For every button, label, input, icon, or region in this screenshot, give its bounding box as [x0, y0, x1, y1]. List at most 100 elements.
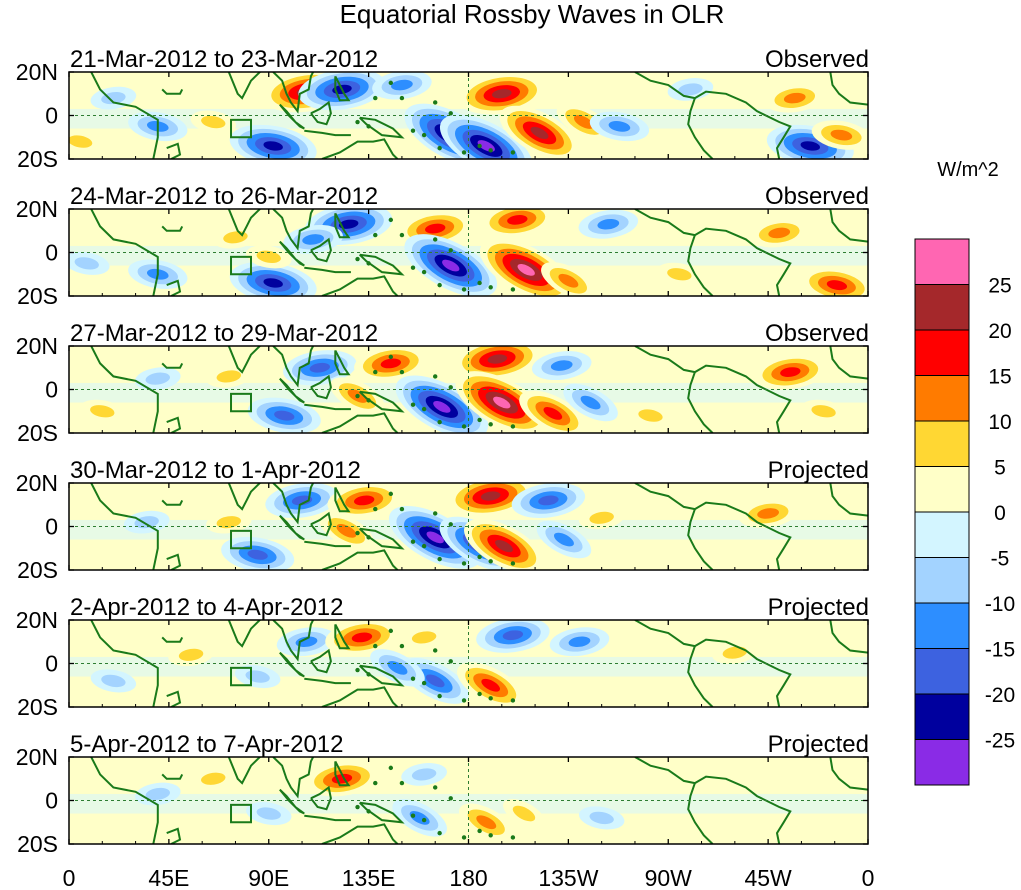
island	[461, 424, 467, 429]
colorbar-level-label: 5	[994, 457, 1006, 480]
island	[477, 417, 482, 423]
anomaly-contour	[638, 409, 663, 422]
anomaly-field	[69, 346, 868, 433]
anomaly-contour	[391, 79, 413, 91]
anomaly-contour	[678, 83, 703, 96]
coastline	[90, 72, 159, 159]
coastline	[90, 620, 159, 707]
anomaly-contour	[780, 367, 801, 377]
coastline	[694, 364, 792, 433]
anomaly-contour	[481, 678, 501, 692]
coastline	[321, 823, 399, 844]
coastline	[634, 209, 696, 237]
y-tick-label: 0	[45, 240, 58, 266]
anomaly-blob	[541, 262, 596, 296]
island	[477, 828, 482, 834]
island	[410, 128, 416, 133]
anomaly-contour	[538, 495, 559, 506]
anomaly-contour	[201, 772, 226, 785]
coastline	[166, 416, 182, 433]
coastline	[334, 623, 351, 650]
island	[488, 285, 493, 290]
coastline	[634, 757, 696, 785]
coastline	[310, 648, 332, 674]
colorbar-swatch	[914, 602, 970, 649]
anomaly-blob	[283, 350, 357, 386]
anomaly-contour	[74, 257, 99, 270]
coastline	[359, 253, 405, 276]
coastline	[161, 225, 184, 232]
anomaly-blob	[453, 346, 542, 380]
anomaly-field	[69, 209, 868, 296]
coastline	[304, 403, 351, 411]
coastline	[829, 620, 868, 654]
anomaly-contour	[309, 362, 330, 373]
panel-period-label: 30-Mar-2012 to 1-Apr-2012	[70, 457, 361, 484]
island	[399, 232, 405, 238]
anomaly-contour	[495, 540, 513, 553]
anomaly-contour	[336, 524, 357, 538]
anomaly-blob	[327, 483, 401, 519]
anomaly-blob	[764, 83, 825, 113]
y-tick-label: 20N	[16, 333, 58, 359]
anomaly-contour	[256, 807, 281, 820]
island	[421, 543, 427, 549]
coastline	[161, 636, 184, 643]
anomaly-blob	[221, 536, 295, 570]
anomaly-contour	[302, 234, 325, 245]
island	[355, 256, 360, 262]
island	[437, 419, 442, 425]
island	[373, 506, 378, 512]
coastline	[321, 275, 399, 296]
coastline	[90, 483, 159, 570]
anomaly-contour	[517, 264, 535, 276]
island	[388, 80, 394, 86]
anomaly-contour	[558, 273, 579, 288]
coastline	[279, 651, 305, 678]
anomaly-blob	[800, 267, 868, 296]
anomaly-contour	[201, 115, 226, 129]
island	[448, 659, 453, 664]
island	[355, 804, 360, 810]
y-tick-label: 0	[45, 514, 58, 540]
island	[488, 422, 493, 427]
anomaly-contour	[425, 674, 445, 688]
island	[510, 424, 516, 429]
y-tick-label: 20N	[16, 744, 58, 770]
coastline	[687, 97, 714, 159]
anomaly-contour	[476, 815, 497, 830]
x-tick-label: 45E	[148, 865, 189, 890]
anomaly-blob	[464, 518, 544, 570]
colorbar-level-label: 25	[988, 275, 1011, 298]
anomaly-blob	[738, 498, 798, 528]
reference-region-box	[230, 392, 252, 413]
panel-4: 20N 0 20S 30-Mar-2012 to 1-Apr-2012 Projecte…	[16, 457, 869, 583]
colorbar-level-label: -25	[985, 730, 1015, 753]
panel-period-label: 24-Mar-2012 to 26-Mar-2012	[70, 183, 378, 210]
island	[437, 145, 442, 151]
colorbar-level-label: 15	[988, 366, 1011, 389]
anomaly-contour	[768, 227, 791, 239]
coastline	[359, 527, 405, 550]
anomaly-contour	[263, 278, 283, 288]
anomaly-contour	[667, 268, 692, 281]
island	[448, 111, 453, 116]
anomaly-blob	[549, 627, 610, 657]
anomaly-blob	[205, 510, 252, 534]
anomaly-contour	[783, 92, 806, 104]
coastline	[90, 757, 159, 844]
anomaly-contour	[722, 646, 748, 659]
colorbar-level-label: 20	[988, 320, 1011, 343]
island	[410, 265, 416, 270]
anomaly-blob	[69, 130, 103, 154]
y-tick-label: 0	[45, 377, 58, 403]
anomaly-blob	[134, 367, 181, 390]
island	[488, 559, 493, 564]
anomaly-contour	[543, 407, 563, 420]
colorbar-level-label: -5	[991, 548, 1010, 571]
coastline	[161, 773, 184, 780]
coastline	[272, 483, 314, 525]
coastline	[321, 549, 399, 570]
island	[488, 148, 493, 153]
anomaly-contour	[568, 636, 591, 648]
